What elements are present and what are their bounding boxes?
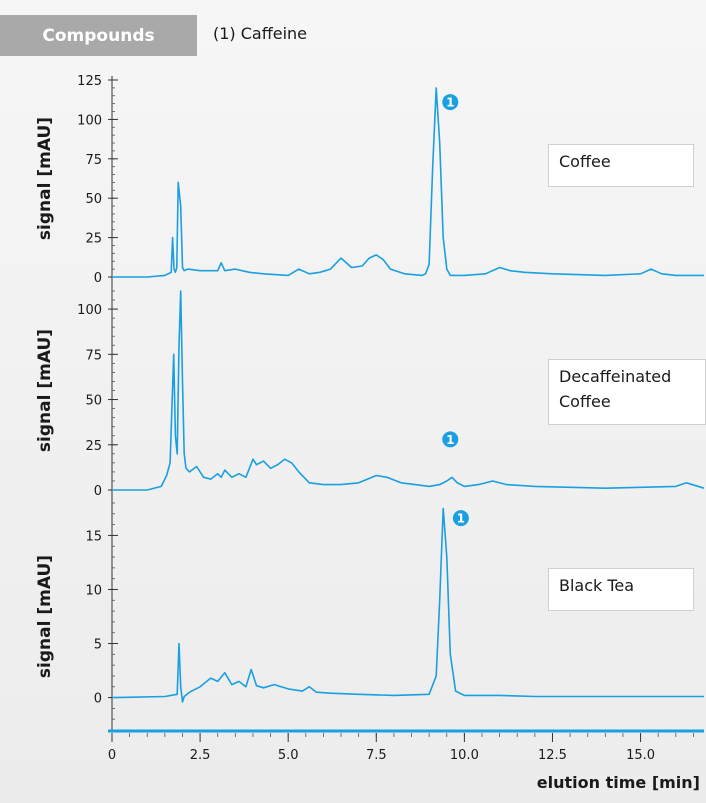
y-axis-label: signal [mAU] xyxy=(35,555,55,678)
x-tick-label: 2.5 xyxy=(190,748,211,763)
sample-label-black-tea: Black Tea xyxy=(548,568,694,611)
x-axis-label: elution time [min] xyxy=(536,773,700,792)
y-tick-label: 50 xyxy=(85,394,102,409)
y-tick-label: 100 xyxy=(77,303,102,318)
peak-marker xyxy=(442,94,459,111)
sample-label-coffee: Coffee xyxy=(548,144,694,187)
peak-marker xyxy=(452,510,469,527)
y-tick-label: 5 xyxy=(94,638,102,653)
x-tick-label: 15.0 xyxy=(626,748,655,763)
x-tick-label: 7.5 xyxy=(366,748,387,763)
y-tick-label: 0 xyxy=(94,692,102,707)
chromatogram-trace xyxy=(112,290,705,491)
peak-marker-label: 1 xyxy=(446,433,454,447)
peak-marker-label: 1 xyxy=(457,512,465,526)
peak-marker-label: 1 xyxy=(446,96,454,110)
y-tick-label: 25 xyxy=(85,232,102,247)
y-tick-label: 125 xyxy=(77,74,102,89)
x-tick-label: 12.5 xyxy=(538,748,567,763)
x-tick-label: 0 xyxy=(108,748,116,763)
y-axis-label: signal [mAU] xyxy=(35,117,55,240)
sample-label-decaffeinated-coffee: Decaffeinated Coffee xyxy=(548,359,706,425)
x-tick-label: 5.0 xyxy=(278,748,299,763)
compounds-tab: Compounds xyxy=(0,15,197,56)
x-tick-label: 10.0 xyxy=(450,748,479,763)
y-tick-label: 75 xyxy=(85,348,102,363)
y-tick-label: 25 xyxy=(85,439,102,454)
y-tick-label: 100 xyxy=(77,113,102,128)
chromatogram-trace xyxy=(111,507,704,703)
y-tick-label: 0 xyxy=(94,484,102,499)
y-tick-label: 15 xyxy=(85,529,102,544)
compound-legend: (1) Caffeine xyxy=(213,24,308,43)
chromatogram-trace xyxy=(112,87,704,278)
y-axis-label: signal [mAU] xyxy=(35,329,55,452)
y-tick-label: 75 xyxy=(85,153,102,168)
peak-marker xyxy=(442,431,459,448)
y-tick-label: 50 xyxy=(85,192,102,207)
y-tick-label: 10 xyxy=(85,583,102,598)
y-tick-label: 0 xyxy=(94,271,102,286)
